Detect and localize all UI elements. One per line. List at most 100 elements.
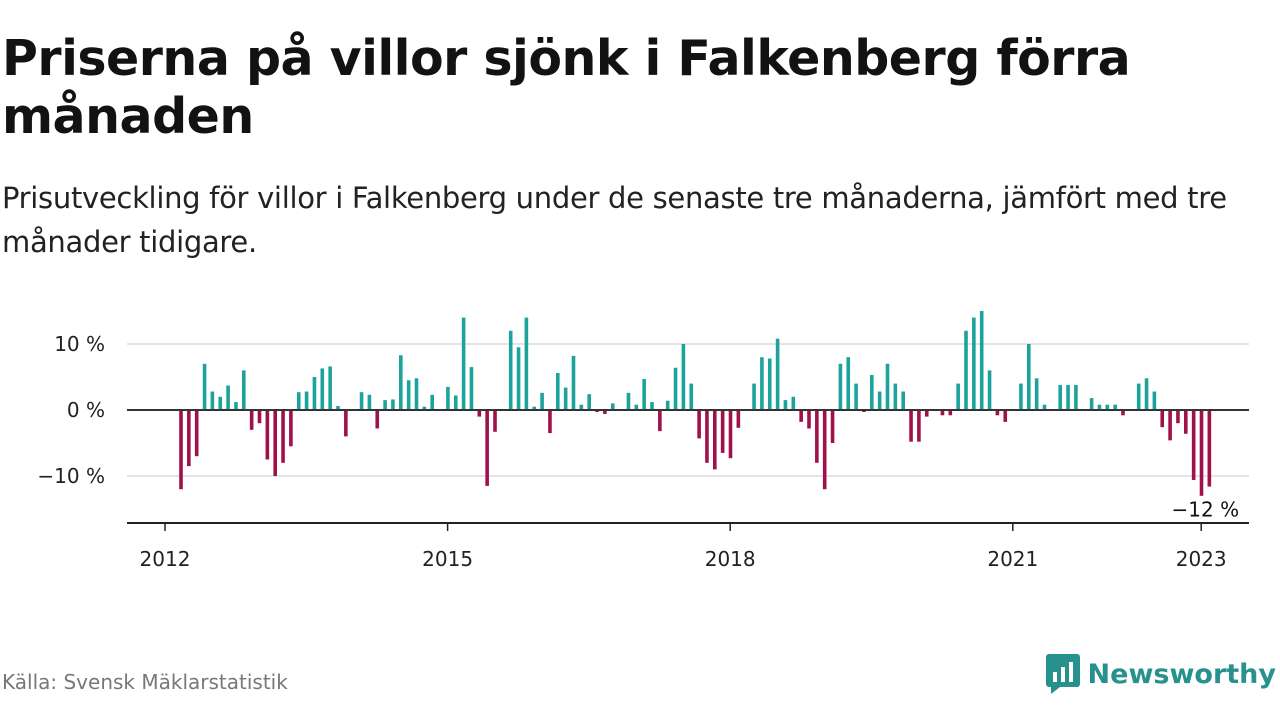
bar bbox=[249, 410, 254, 430]
bar bbox=[626, 392, 631, 410]
bar bbox=[901, 391, 905, 410]
bar bbox=[508, 330, 513, 410]
bar bbox=[1121, 410, 1125, 416]
bar bbox=[830, 410, 835, 443]
bar bbox=[194, 410, 199, 457]
bar-chart: 10 % 0 % −10 % 2012 2015 2018 2021 2023 −12 % bbox=[37, 311, 1249, 571]
bar bbox=[979, 311, 984, 410]
y-tick-label: 0 % bbox=[67, 398, 105, 422]
bar bbox=[556, 373, 560, 410]
y-tick-label: −10 % bbox=[37, 464, 105, 488]
bar bbox=[383, 400, 387, 410]
x-tick-label: 2023 bbox=[1176, 547, 1227, 571]
bar bbox=[289, 410, 293, 447]
bar bbox=[1027, 344, 1031, 410]
bar bbox=[822, 410, 827, 490]
bar bbox=[767, 358, 772, 410]
bar bbox=[948, 410, 953, 416]
bar bbox=[634, 404, 639, 410]
x-tick-label: 2012 bbox=[140, 547, 191, 571]
bar bbox=[736, 410, 741, 428]
bar bbox=[446, 386, 450, 410]
bar bbox=[1160, 410, 1165, 428]
bar bbox=[179, 410, 183, 490]
bar bbox=[807, 410, 811, 429]
bar bbox=[689, 383, 694, 410]
bar bbox=[563, 387, 568, 410]
bar bbox=[1019, 383, 1023, 410]
bar bbox=[304, 391, 309, 410]
bar bbox=[532, 406, 537, 410]
bar bbox=[187, 410, 191, 467]
bar bbox=[893, 383, 898, 410]
bar bbox=[1168, 410, 1172, 441]
bar bbox=[336, 406, 340, 410]
bar bbox=[1152, 391, 1157, 410]
bar bbox=[391, 399, 395, 410]
bar bbox=[972, 317, 976, 410]
bar bbox=[296, 392, 301, 410]
bar bbox=[367, 394, 372, 410]
bar bbox=[658, 410, 662, 432]
bar bbox=[571, 355, 576, 410]
bar bbox=[909, 410, 913, 442]
bar bbox=[414, 378, 419, 410]
bar bbox=[1184, 410, 1188, 434]
bar bbox=[1074, 384, 1078, 410]
bar bbox=[815, 410, 819, 463]
brand-logo: Newsworthy bbox=[1045, 654, 1276, 694]
x-tick-label: 2021 bbox=[987, 547, 1038, 571]
bar bbox=[1191, 410, 1196, 480]
bar bbox=[697, 410, 701, 439]
bar bbox=[642, 378, 646, 410]
bar bbox=[210, 391, 215, 410]
bar bbox=[673, 367, 678, 410]
bar bbox=[1199, 410, 1204, 496]
bar bbox=[885, 363, 890, 410]
bar bbox=[964, 330, 968, 410]
bar bbox=[838, 363, 843, 410]
bar bbox=[995, 410, 1000, 416]
bar bbox=[610, 403, 615, 410]
bar bbox=[524, 317, 529, 410]
bar bbox=[877, 391, 882, 410]
bar bbox=[453, 395, 458, 410]
brand-name: Newsworthy bbox=[1087, 658, 1276, 690]
bar bbox=[226, 385, 230, 410]
chart-title: Priserna på villor sjönk i Falkenberg fö… bbox=[2, 30, 1131, 145]
bar bbox=[1042, 404, 1047, 410]
bar bbox=[924, 410, 929, 417]
bar bbox=[1089, 398, 1094, 410]
bar bbox=[234, 402, 238, 410]
bar bbox=[1058, 384, 1062, 410]
bar bbox=[344, 410, 348, 437]
bar bbox=[493, 410, 497, 432]
bar bbox=[218, 396, 223, 410]
bar bbox=[202, 363, 207, 410]
bar bbox=[1113, 404, 1117, 410]
bar bbox=[987, 370, 992, 410]
bar bbox=[1066, 384, 1070, 410]
bar bbox=[273, 410, 277, 476]
bar bbox=[461, 317, 466, 410]
bar bbox=[705, 410, 709, 463]
bar bbox=[752, 383, 756, 410]
bar bbox=[870, 375, 874, 410]
bar bbox=[846, 357, 851, 410]
y-tick-label: 10 % bbox=[54, 332, 105, 356]
bar bbox=[548, 410, 552, 434]
bar bbox=[242, 370, 246, 410]
bar bbox=[854, 383, 858, 410]
bar bbox=[1105, 404, 1110, 410]
bar bbox=[783, 400, 788, 410]
bar bbox=[791, 396, 796, 410]
x-tick-label: 2015 bbox=[422, 547, 473, 571]
bar bbox=[917, 410, 921, 442]
bar bbox=[312, 377, 317, 410]
bar bbox=[1034, 378, 1039, 410]
bar bbox=[603, 410, 607, 414]
bar bbox=[399, 355, 403, 410]
bar bbox=[775, 338, 780, 410]
bar bbox=[1003, 410, 1008, 422]
bar bbox=[281, 410, 285, 463]
